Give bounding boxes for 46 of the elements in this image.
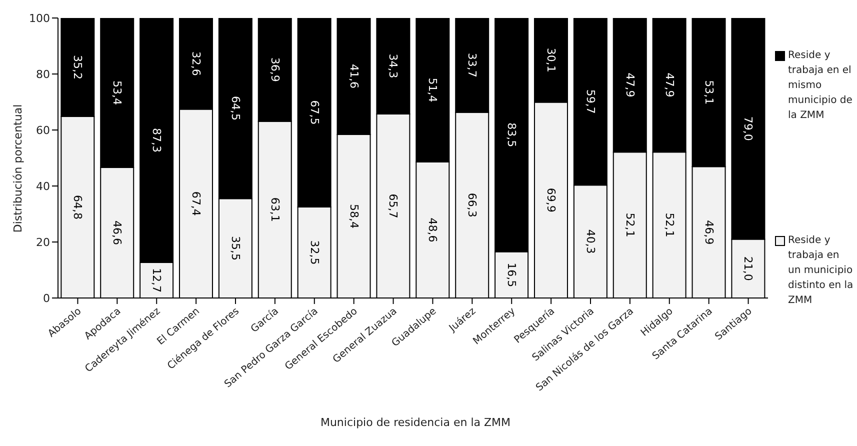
y-tick-label: 40 [36, 180, 50, 193]
data-label: 65,7 [386, 194, 400, 218]
y-axis-title: Distribución porcentual [12, 104, 24, 232]
y-tick-label: 80 [36, 68, 50, 81]
y-tick-label: 0 [43, 292, 50, 305]
data-label: 35,5 [228, 236, 242, 261]
data-label: 30,1 [544, 48, 558, 72]
data-label: 16,5 [505, 262, 518, 288]
data-label: 46,9 [702, 220, 716, 245]
legend-label: Reside y trabaja en el mismo municipio de la ZMM [788, 49, 854, 123]
data-label: 67,5 [308, 100, 321, 125]
data-label: 64,8 [71, 195, 84, 220]
data-label: 47,9 [662, 72, 676, 98]
data-label: 69,9 [544, 188, 558, 212]
data-label: 52,1 [662, 212, 676, 238]
y-tick-label: 20 [36, 236, 50, 249]
data-label: 53,4 [110, 80, 124, 106]
data-label: 63,1 [268, 197, 282, 222]
data-label: 33,7 [466, 52, 479, 78]
data-label: 58,4 [347, 204, 360, 228]
data-label: 48,6 [426, 218, 440, 242]
data-label: 32,6 [189, 51, 202, 76]
data-label: 67,4 [189, 191, 202, 216]
data-label: 32,5 [308, 240, 321, 265]
data-label: 41,6 [347, 64, 360, 88]
data-label: 21,0 [742, 256, 755, 281]
data-label: 52,1 [623, 212, 636, 238]
data-label: 46,6 [110, 220, 124, 246]
y-tick-label: 60 [36, 124, 50, 137]
data-label: 36,9 [268, 57, 282, 82]
data-label: 79,0 [742, 116, 755, 141]
data-label: 59,7 [584, 89, 597, 114]
data-label: 12,7 [150, 268, 164, 292]
legend-label: Reside y trabaja en un municipio distinto en la ZMM [788, 234, 854, 308]
data-label: 87,3 [150, 128, 164, 152]
data-label: 40,3 [584, 229, 597, 254]
data-label: 83,5 [505, 122, 518, 148]
data-label: 53,1 [702, 80, 716, 105]
data-label: 66,3 [466, 192, 479, 218]
data-label: 34,3 [386, 54, 400, 78]
data-label: 64,5 [228, 96, 242, 121]
data-label: 51,4 [426, 78, 440, 102]
x-axis-title: Municipio de residencia en la ZMM [319, 416, 512, 429]
data-label: 35,2 [71, 55, 84, 80]
data-label: 47,9 [623, 72, 636, 98]
y-tick-label: 100 [29, 12, 50, 25]
